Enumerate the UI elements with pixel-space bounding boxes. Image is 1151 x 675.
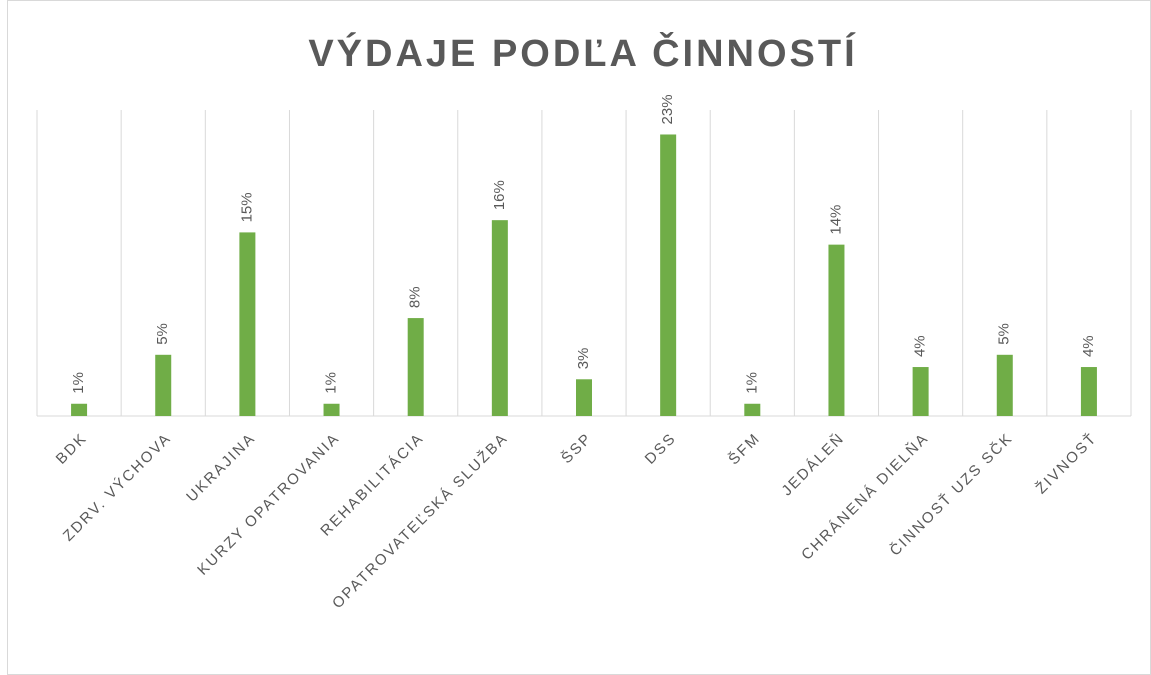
bar [576, 379, 592, 416]
bar [155, 354, 172, 416]
data-label: 8% [407, 286, 424, 308]
data-label: 4% [912, 335, 929, 357]
bar [660, 134, 677, 417]
data-label: 16% [491, 180, 508, 210]
bar [491, 220, 508, 416]
bar [828, 244, 845, 416]
bar [744, 403, 761, 416]
bar [912, 367, 929, 416]
data-label: 14% [827, 205, 844, 235]
data-label: 5% [996, 323, 1013, 345]
data-label: 1% [70, 372, 87, 394]
bar [996, 354, 1013, 416]
data-label: 15% [238, 192, 255, 222]
bar [407, 318, 424, 416]
data-label: 1% [743, 372, 760, 394]
bar [1080, 367, 1097, 416]
data-label: 1% [323, 372, 340, 394]
bar [323, 403, 340, 416]
data-label: 23% [659, 94, 676, 124]
data-label: 4% [1080, 335, 1097, 357]
chart-title: VÝDAJE PODĽA ČINNOSTÍ [308, 30, 857, 75]
data-label: 5% [154, 323, 171, 345]
bar [71, 403, 88, 416]
chart-border [7, 0, 1151, 675]
bar [239, 232, 256, 416]
data-label: 3% [575, 348, 592, 370]
